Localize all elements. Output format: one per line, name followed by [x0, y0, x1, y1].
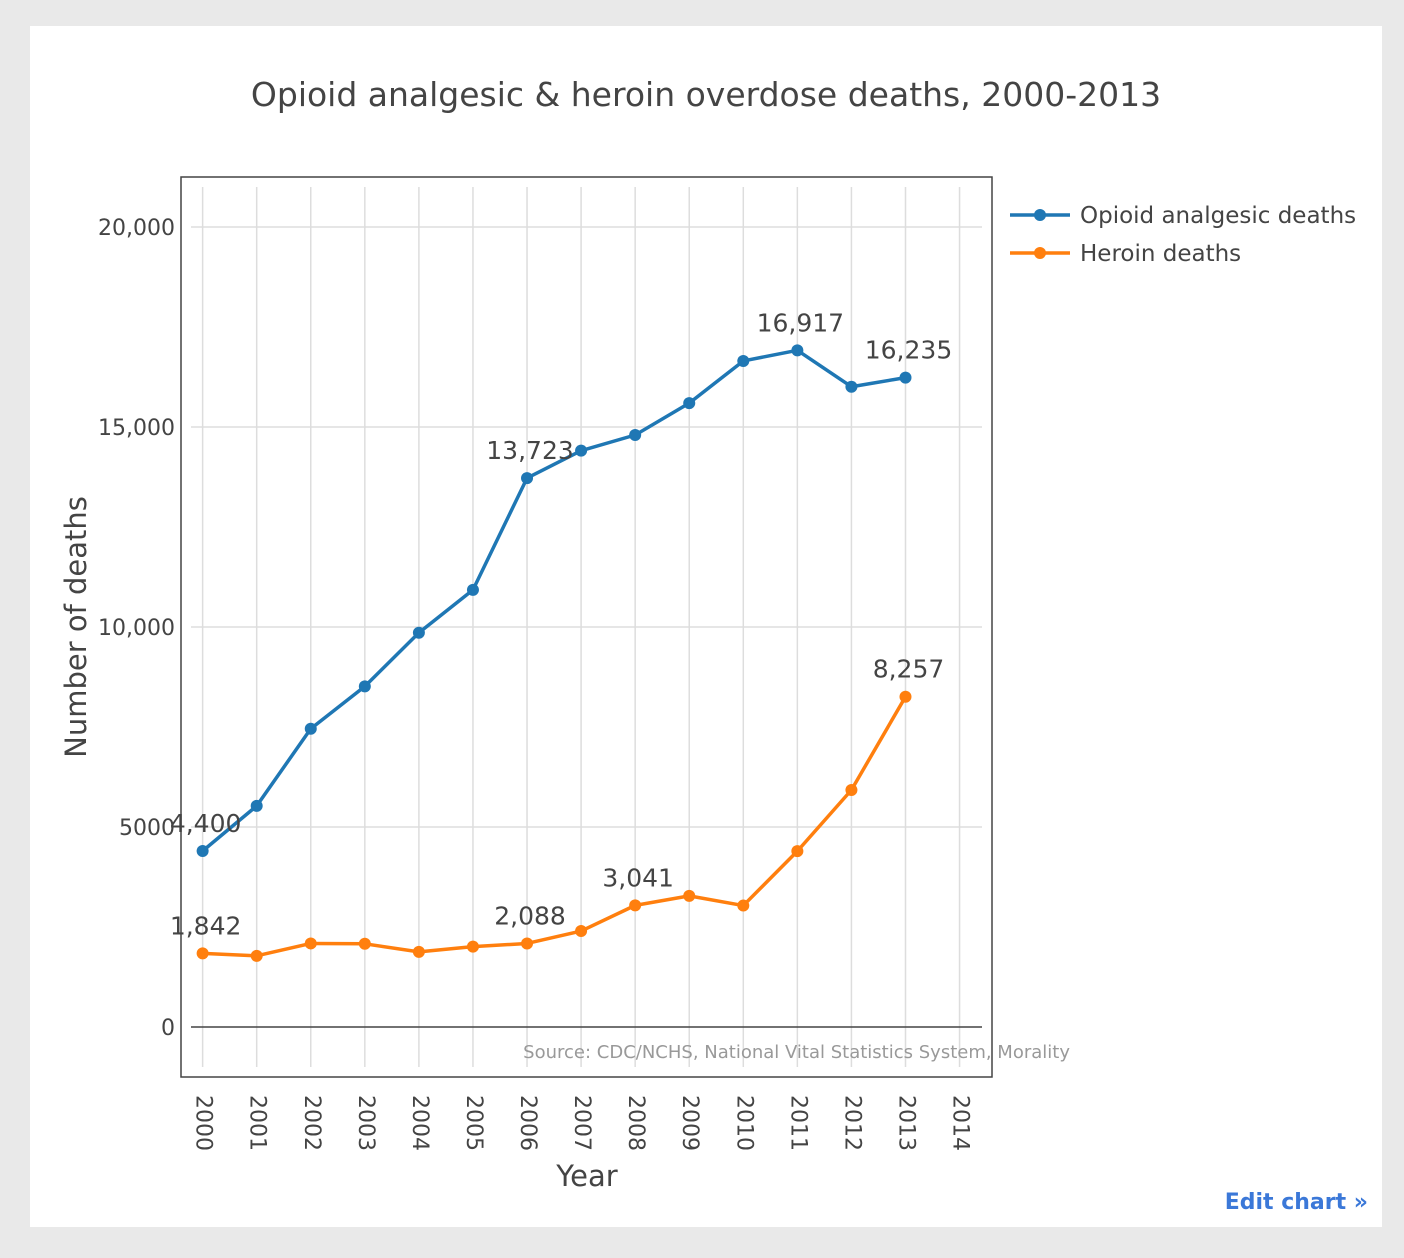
- data-point[interactable]: [629, 429, 642, 441]
- grid: [191, 187, 982, 1067]
- data-point[interactable]: [791, 845, 804, 858]
- x-tick-label: 2001: [245, 1095, 270, 1151]
- data-point[interactable]: [845, 380, 858, 393]
- chart-card: Opioid analgesic & heroin overdose death…: [30, 26, 1382, 1227]
- chart-title: Opioid analgesic & heroin overdose death…: [251, 75, 1161, 114]
- data-point[interactable]: [358, 680, 371, 693]
- series-line: [201, 348, 906, 853]
- edit-chart-link[interactable]: Edit chart »: [1224, 1190, 1368, 1215]
- data-point[interactable]: [196, 947, 209, 960]
- legend-label: Heroin deaths: [1080, 241, 1241, 267]
- data-point[interactable]: [466, 583, 479, 596]
- data-point[interactable]: [899, 690, 912, 703]
- data-point[interactable]: [304, 937, 317, 950]
- series-layer: [196, 344, 912, 962]
- legend-item-heroin[interactable]: Heroin deaths: [1010, 241, 1241, 267]
- data-label: 4,400: [170, 809, 242, 838]
- data-point[interactable]: [412, 626, 425, 639]
- x-tick-label: 2010: [731, 1095, 756, 1151]
- x-tick-label: 2000: [191, 1095, 216, 1151]
- series-opioid-analgesic: [196, 344, 912, 857]
- data-point[interactable]: [521, 472, 534, 485]
- series-heroin: [196, 690, 912, 962]
- x-tick-label: 2006: [515, 1095, 540, 1151]
- legend-label: Opioid analgesic deaths: [1080, 203, 1356, 229]
- data-point[interactable]: [845, 784, 858, 796]
- data-point[interactable]: [250, 949, 263, 962]
- data-point[interactable]: [466, 940, 479, 953]
- data-label: 1,842: [170, 911, 242, 940]
- x-tick-label: 2013: [893, 1095, 918, 1151]
- data-point[interactable]: [683, 397, 696, 410]
- data-label: 16,235: [865, 336, 952, 365]
- x-tick-label: 2002: [299, 1095, 324, 1151]
- data-point[interactable]: [683, 889, 696, 902]
- legend-swatch-marker: [1034, 247, 1046, 259]
- data-labels: 4,400 13,723 16,917 16,235 1,842 2,088 3,041 8,…: [170, 308, 952, 940]
- data-point[interactable]: [737, 354, 750, 367]
- plot-area-frame: [180, 176, 993, 1078]
- y-axis-ticks: 0 5000 10,000 15,000 20,000: [98, 216, 175, 1041]
- y-tick-label: 10,000: [98, 616, 175, 641]
- y-tick-label: 20,000: [98, 216, 175, 241]
- line-chart: Opioid analgesic & heroin overdose death…: [59, 75, 1356, 1193]
- legend[interactable]: Opioid analgesic deaths Heroin deaths: [1010, 203, 1356, 267]
- y-tick-label: 0: [161, 1016, 175, 1041]
- x-axis-title: Year: [555, 1159, 617, 1193]
- legend-item-opioid-analgesic[interactable]: Opioid analgesic deaths: [1010, 203, 1356, 229]
- data-point[interactable]: [250, 799, 263, 812]
- y-axis-title: Number of deaths: [59, 496, 93, 758]
- data-point[interactable]: [629, 899, 642, 912]
- data-point[interactable]: [304, 722, 317, 735]
- y-tick-label: 5000: [119, 816, 175, 841]
- data-point[interactable]: [791, 344, 804, 357]
- x-tick-label: 2009: [677, 1095, 702, 1151]
- data-point[interactable]: [575, 444, 588, 457]
- data-label: 13,723: [486, 436, 573, 465]
- legend-swatch-marker: [1034, 209, 1046, 221]
- data-point[interactable]: [899, 371, 912, 384]
- x-tick-label: 2004: [407, 1095, 432, 1151]
- x-tick-label: 2005: [461, 1095, 486, 1151]
- data-label: 2,088: [494, 901, 566, 930]
- x-tick-label: 2007: [569, 1095, 594, 1151]
- data-point[interactable]: [358, 937, 371, 950]
- x-tick-label: 2012: [839, 1095, 864, 1151]
- data-label: 16,917: [757, 308, 844, 337]
- y-tick-label: 15,000: [98, 416, 175, 441]
- x-tick-label: 2003: [353, 1095, 378, 1151]
- data-point[interactable]: [196, 845, 209, 857]
- data-label: 3,041: [602, 863, 674, 892]
- data-label: 8,257: [873, 655, 945, 684]
- data-point[interactable]: [575, 925, 588, 938]
- x-axis-ticks: 2000 2001 2002 2003 2004 2005 2006 2007 2008 2009…: [191, 1095, 973, 1151]
- series-line: [202, 695, 908, 958]
- x-tick-label: 2008: [623, 1095, 648, 1151]
- data-point[interactable]: [521, 937, 534, 950]
- x-tick-label: 2011: [785, 1095, 810, 1151]
- data-point[interactable]: [737, 899, 750, 912]
- source-note: Source: CDC/NCHS, National Vital Statist…: [523, 1042, 1070, 1063]
- x-tick-label: 2014: [948, 1095, 973, 1151]
- data-point[interactable]: [412, 945, 425, 958]
